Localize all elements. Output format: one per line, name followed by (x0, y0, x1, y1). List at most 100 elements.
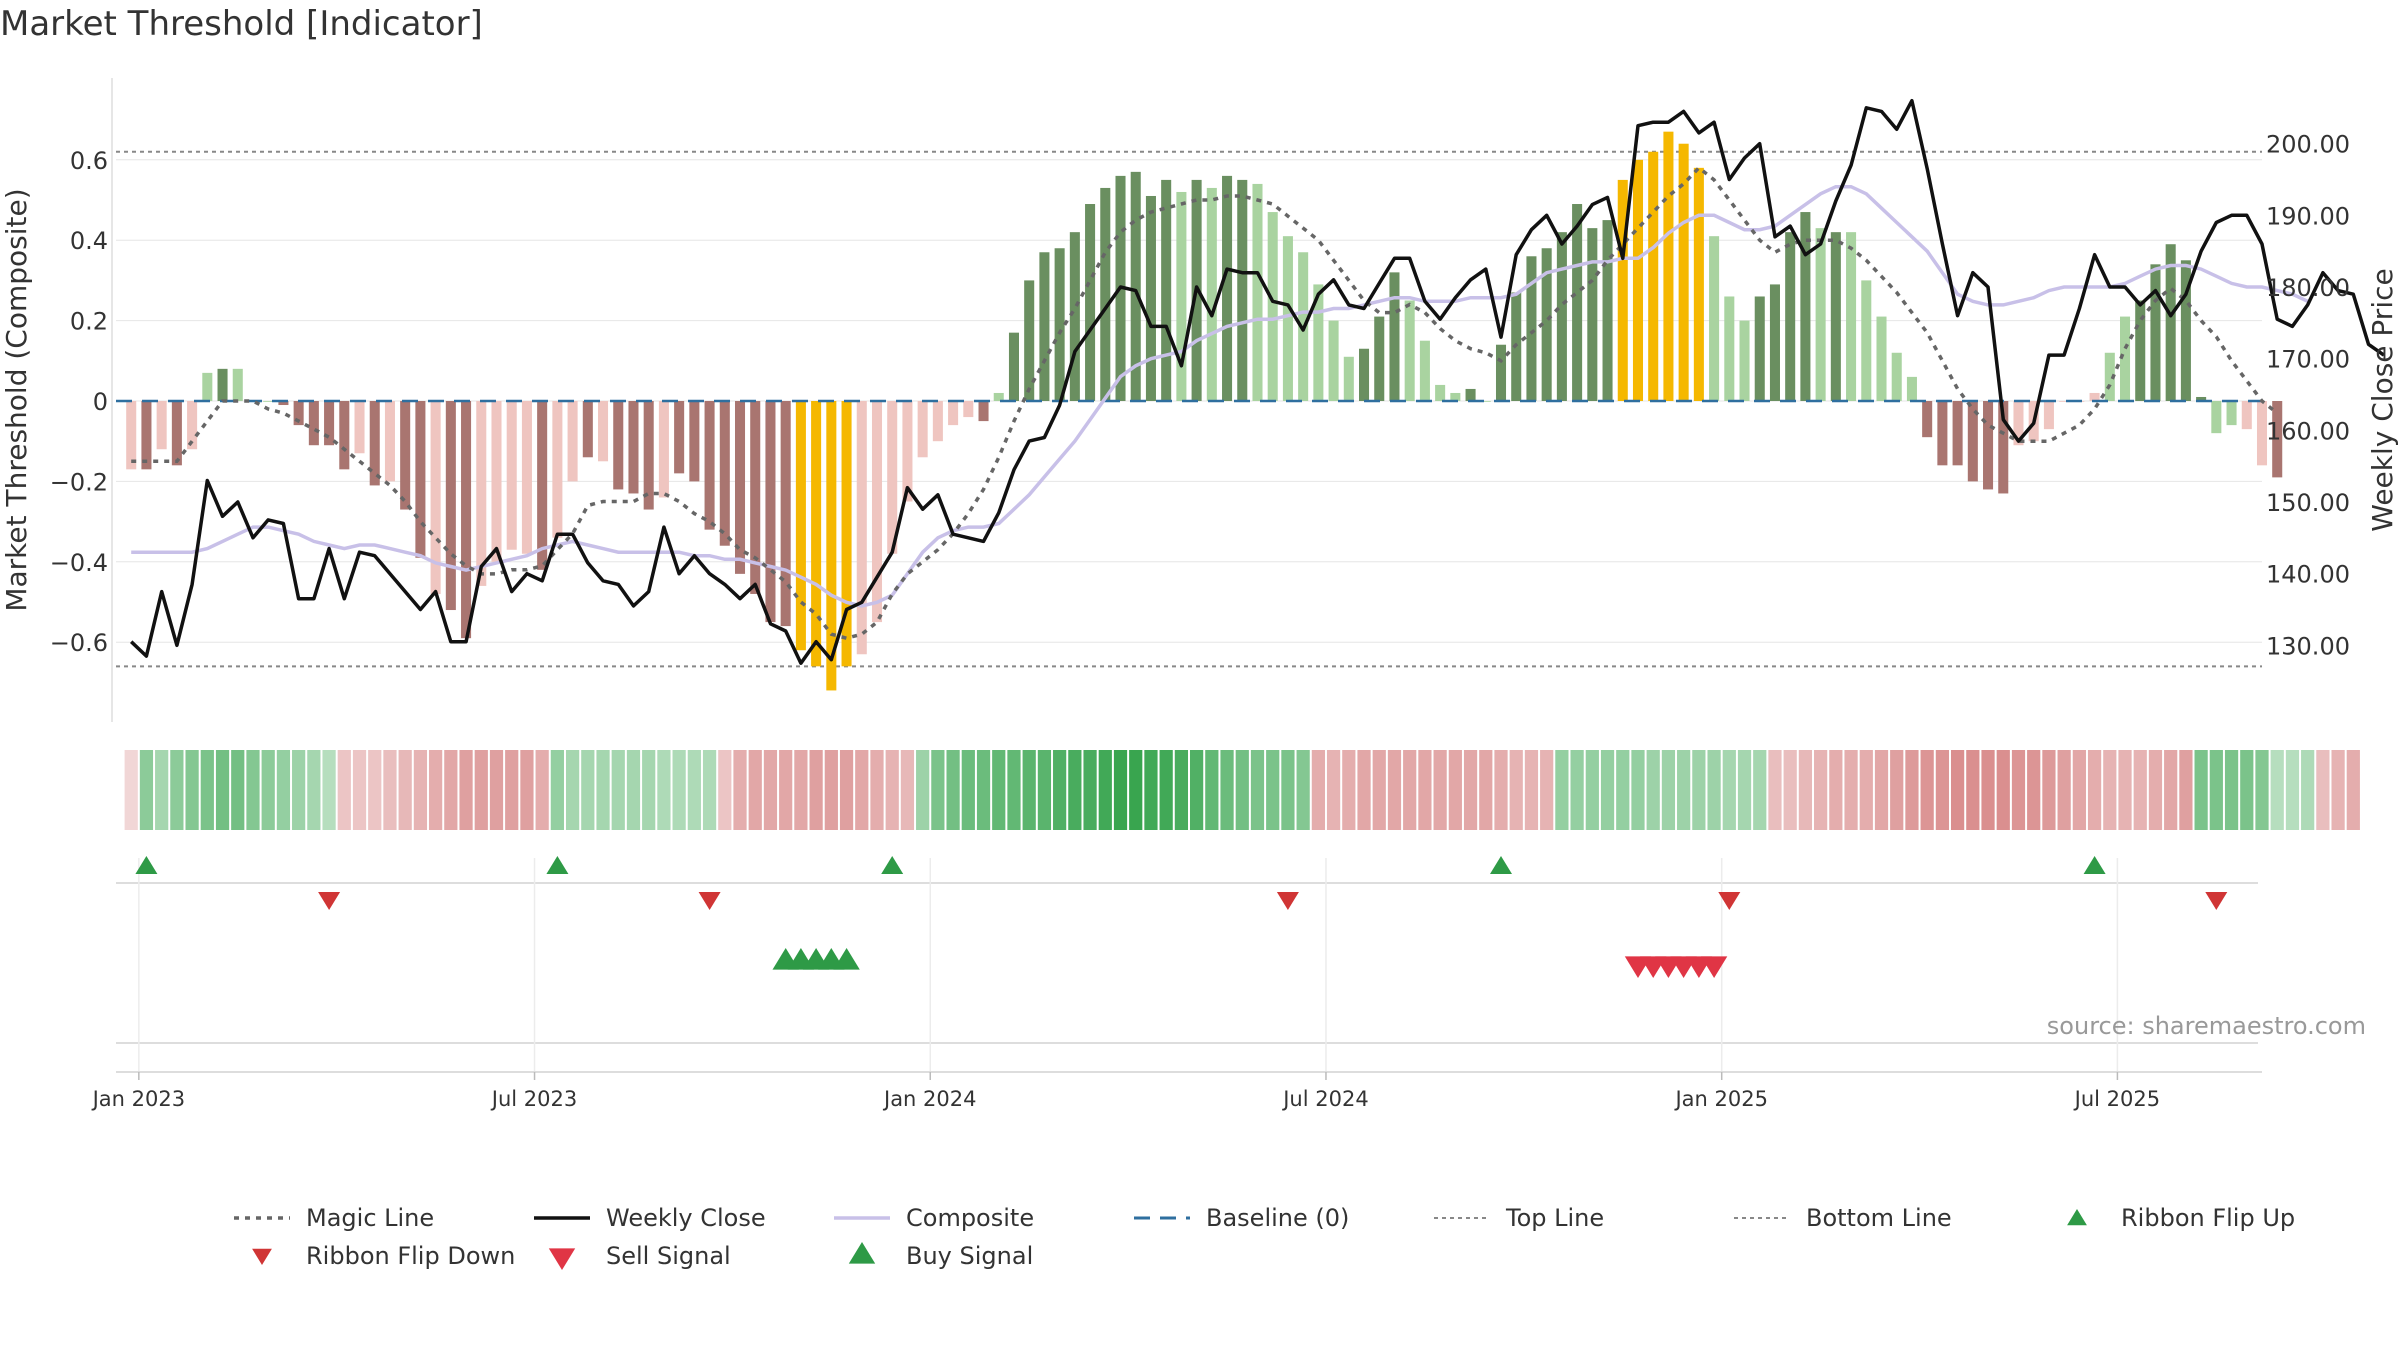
composite-bar (1343, 356, 1354, 401)
composite-bar (187, 401, 198, 450)
x-tick-label: Jul 2023 (490, 1087, 577, 1111)
ribbon-cell (1692, 750, 1706, 830)
composite-bar (1952, 401, 1963, 466)
composite-bar (1602, 220, 1613, 401)
ribbon-cell (1235, 750, 1249, 830)
composite-bar (1389, 272, 1400, 401)
composite-bar (1876, 316, 1887, 401)
composite-bar (1556, 232, 1567, 401)
composite-bar (765, 401, 776, 623)
y2-tick-label: 200.00 (2266, 131, 2350, 159)
composite-bar (811, 401, 822, 667)
legend-label: Composite (906, 1204, 1034, 1232)
legend-item: Buy Signal (848, 1242, 1033, 1270)
composite-bar (1008, 332, 1019, 401)
ribbon-cell (2194, 750, 2208, 830)
y-tick-label: 0.6 (70, 147, 108, 175)
ribbon-cell (1113, 750, 1128, 830)
ribbon-cell (2301, 750, 2315, 830)
composite-bar (978, 401, 989, 422)
ribbon-cell (1677, 750, 1691, 830)
composite-bar (1861, 280, 1872, 401)
ribbon-cell (611, 750, 625, 830)
ribbon-cell (307, 750, 321, 830)
composite-bar (354, 401, 365, 454)
ribbon-cell (1920, 750, 1934, 830)
composite-bar (202, 372, 213, 401)
ribbon-cell (459, 750, 473, 830)
composite-bar (1222, 175, 1233, 401)
axes-layer: 0.6 0.4 0.2 0 −0.2 −0.4 −0.6 200.00 190.00 180.00… (0, 78, 2399, 1111)
ribbon-cell (1722, 750, 1736, 830)
ribbon-cell (1509, 750, 1523, 830)
composite-bar (582, 401, 593, 458)
composite-bar (1328, 320, 1339, 401)
composite-bar (1100, 187, 1111, 401)
composite-bar (674, 401, 685, 474)
ribbon-cell (1342, 750, 1356, 830)
composite-bar (750, 401, 761, 594)
ribbon-cell (215, 750, 230, 830)
composite-bar (2211, 401, 2222, 434)
ribbon-cell (2072, 750, 2086, 830)
ribbon-cell (1266, 750, 1280, 830)
y-tick-label: −0.4 (50, 549, 108, 577)
ribbon-cell (398, 750, 412, 830)
grid-layer (116, 150, 2262, 1072)
ribbon-cell (383, 750, 397, 830)
composite-bar (263, 401, 274, 402)
ribbon-cell (505, 750, 519, 830)
ribbon-flip-up-marker (881, 856, 904, 874)
ribbon-cell (2331, 750, 2345, 830)
ribbon-cell (322, 750, 336, 830)
ribbon-cell (1844, 750, 1858, 830)
y2-tick-label: 180.00 (2266, 274, 2350, 302)
ribbon-flip-down-marker (2205, 892, 2228, 910)
ribbon-cell (1372, 750, 1386, 830)
composite-bar (795, 401, 806, 651)
ribbon-cell (1403, 750, 1417, 830)
ribbon-cell (672, 750, 686, 830)
ribbon-cell (1098, 750, 1112, 830)
ribbon-cell (870, 750, 884, 830)
composite-bar (704, 401, 715, 530)
composite-bar (1404, 300, 1415, 401)
ribbon-cell (1053, 750, 1067, 830)
composite-bar (1480, 401, 1491, 402)
ribbon-cell (2148, 750, 2163, 830)
composite-bar (628, 401, 639, 494)
ribbon-cell (2240, 750, 2254, 830)
ribbon-cell (702, 750, 717, 830)
ribbon-cell (1783, 750, 1797, 830)
composite-bar (400, 401, 411, 510)
composite-bar (415, 401, 426, 558)
composite-bar (2272, 401, 2283, 478)
ribbon-cell (2255, 750, 2269, 830)
ribbon-cell (763, 750, 778, 830)
composite-bar (2256, 401, 2268, 466)
ribbon-cell (976, 750, 991, 830)
legend-label: Bottom Line (1806, 1204, 1952, 1232)
composite-bar (369, 401, 380, 486)
buy-signal-marker (833, 948, 860, 970)
legend-label: Weekly Close (606, 1204, 766, 1232)
ribbon-cell (733, 750, 747, 830)
ribbon-flip-up-marker (2083, 856, 2106, 874)
ribbon-cell (1814, 750, 1828, 830)
y2-tick-label: 140.00 (2266, 561, 2350, 589)
y-axis-label: Market Threshold (Composite) (0, 188, 33, 611)
composite-line (131, 184, 2309, 608)
composite-bar (734, 401, 746, 574)
ribbon-cell (1326, 750, 1341, 830)
ribbon-cell (139, 750, 154, 830)
composite-bar (2226, 401, 2237, 426)
ribbon-cell (2103, 750, 2117, 830)
ribbon-cell (1555, 750, 1569, 830)
signal-markers (135, 856, 2228, 978)
ribbon-cell (1387, 750, 1402, 830)
ribbon-cell (642, 750, 656, 830)
composite-bar (1069, 232, 1080, 401)
composite-bar (141, 401, 152, 470)
composite-bar (658, 401, 669, 498)
composite-bar (1983, 401, 1994, 490)
